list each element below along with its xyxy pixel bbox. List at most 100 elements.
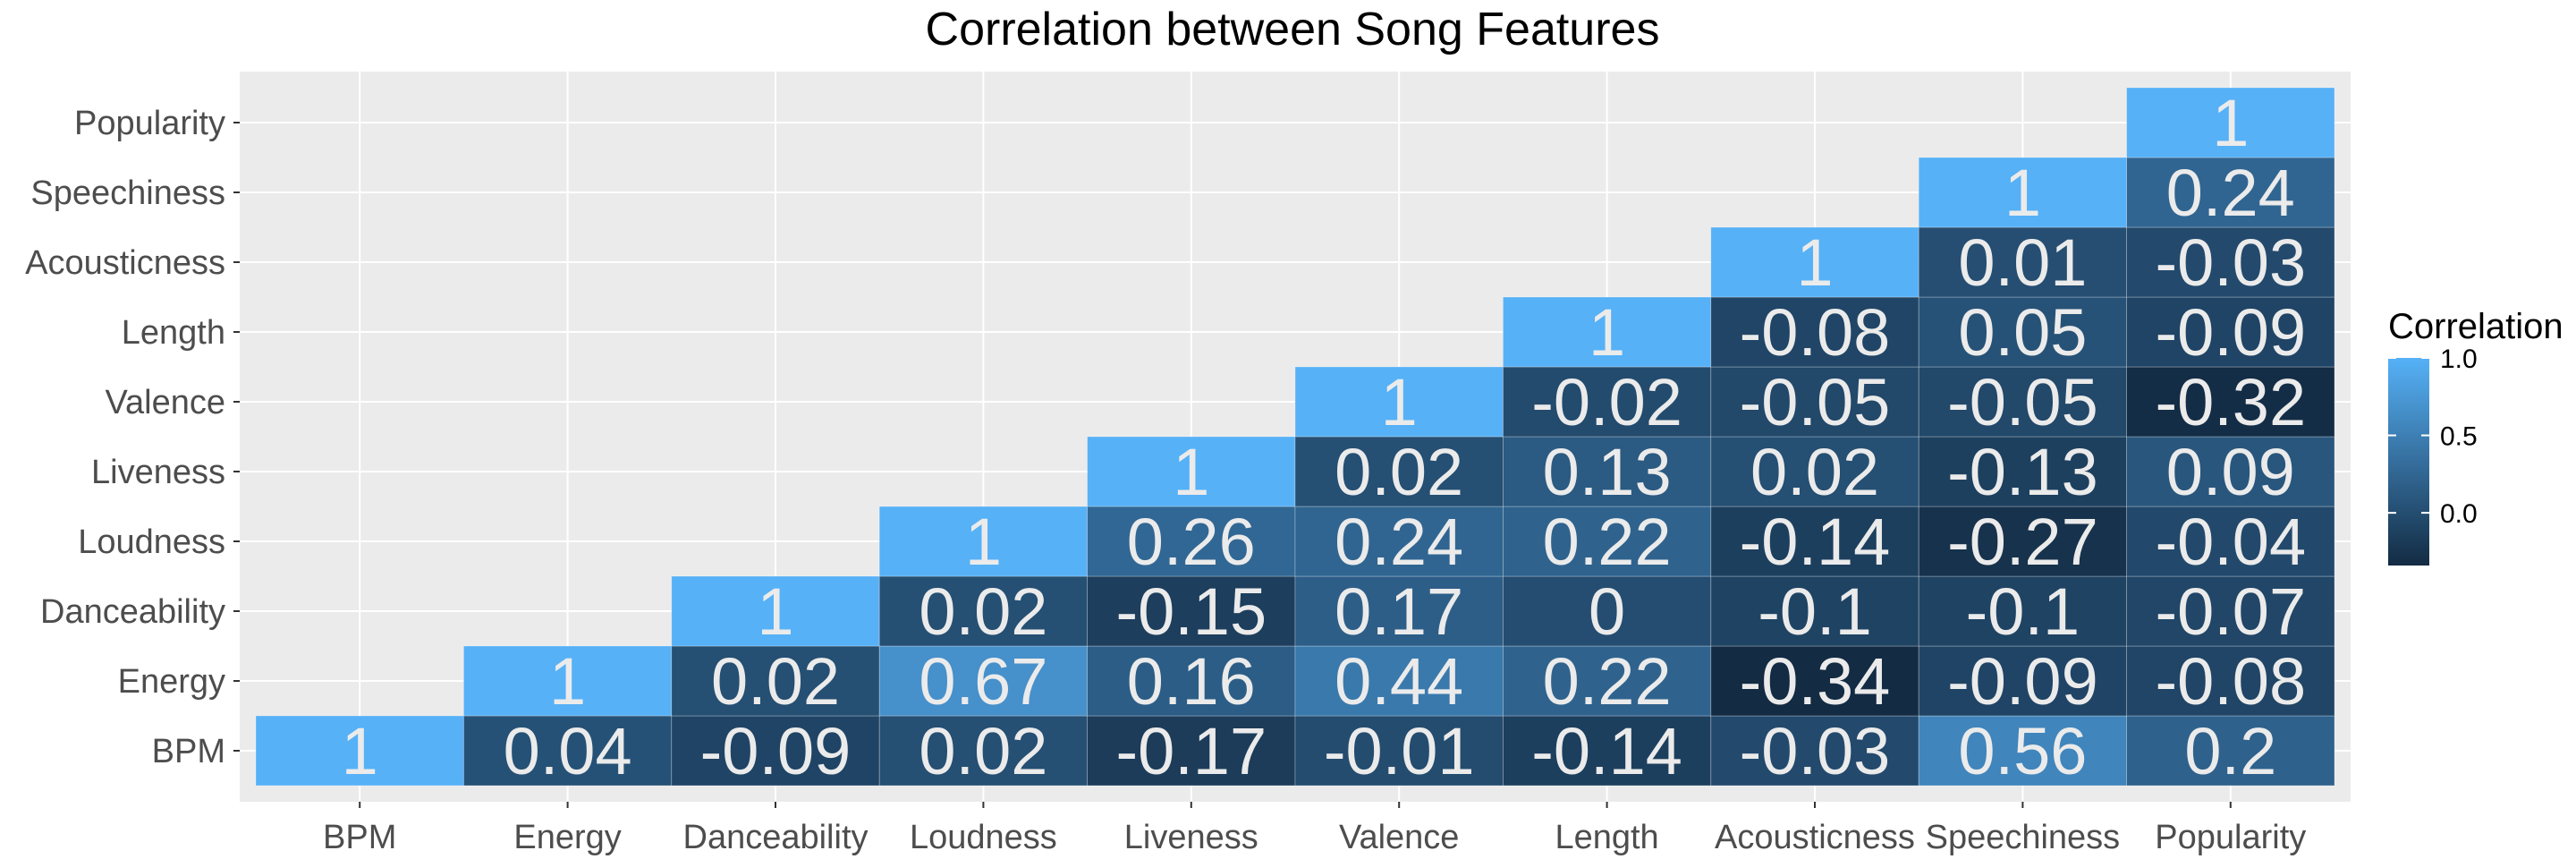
cell-value-label: 1 [1796, 225, 1833, 300]
heatmap-cells [255, 87, 2335, 787]
heatmap-cell [1918, 506, 2127, 577]
heatmap-cell [1710, 715, 1919, 787]
cell-value-label: -0.32 [2155, 365, 2306, 439]
legend-colorbar [2388, 358, 2429, 566]
heatmap-cell [1918, 436, 2127, 507]
heatmap-cell [463, 715, 673, 787]
heatmap-cell [1918, 157, 2127, 228]
cell-value-label: 1 [549, 644, 586, 719]
heatmap-cell [1087, 575, 1296, 647]
heatmap-cell [1294, 436, 1504, 507]
cell-value-label: 1 [2212, 86, 2249, 160]
x-tick-label: Energy [513, 819, 621, 856]
cell-value-label: 0.02 [1335, 435, 1463, 509]
cell-value-label: -0.08 [1740, 295, 1891, 370]
cell-value-label: 0.16 [1127, 644, 1256, 719]
cell-value-label: 1 [1381, 365, 1418, 439]
cell-value-label: -0.34 [1740, 644, 1891, 719]
cell-value-label: 0.22 [1543, 505, 1672, 579]
cell-value-label: -0.04 [2155, 505, 2306, 579]
heatmap-cell [1710, 226, 1919, 298]
cell-value-label: -0.03 [1740, 714, 1891, 788]
cell-value-label: -0.27 [1947, 505, 2098, 579]
x-tick-label: Acousticness [1715, 819, 1915, 856]
x-tick-label: Valence [1339, 819, 1460, 856]
heatmap-cell [255, 715, 464, 787]
cell-value-label: 0.24 [1335, 505, 1463, 579]
legend-ticks: 1.0 0.5 0.0 [2388, 344, 2478, 529]
legend: Correlation 1.0 0.5 0.0 [2388, 307, 2563, 566]
cell-value-label: -0.08 [2155, 644, 2306, 719]
cell-value-label: 0.02 [1750, 435, 1879, 509]
heatmap-cell [1710, 366, 1919, 438]
chart-title: Correlation between Song Features [926, 4, 1660, 55]
y-tick-label: Loudness [78, 523, 225, 561]
heatmap-cell [1087, 436, 1296, 507]
heatmap-cell [1503, 366, 1712, 438]
heatmap-cell [1087, 715, 1296, 787]
heatmap-cell [1294, 506, 1504, 577]
legend-tick-label: 0.0 [2440, 499, 2478, 529]
y-tick-label: Length [122, 314, 225, 352]
heatmap-cell [1710, 645, 1919, 717]
cell-value-label: 0 [1589, 574, 1625, 649]
heatmap-cell [1294, 575, 1504, 647]
heatmap-cell [671, 715, 880, 787]
heatmap-cell [2126, 296, 2335, 368]
heatmap-cell [463, 645, 673, 717]
heatmap-cell [2126, 575, 2335, 647]
heatmap-cell [878, 715, 1089, 787]
x-tick-label: BPM [323, 819, 396, 856]
cell-value-label: 0.17 [1335, 574, 1463, 649]
cell-value-label: 0.26 [1127, 505, 1256, 579]
heatmap-cell [1710, 506, 1919, 577]
heatmap-cell [1294, 715, 1504, 787]
heatmap-cell [2126, 157, 2335, 228]
heatmap-cell [671, 575, 880, 647]
heatmap-cell [1918, 296, 2127, 368]
heatmap-cell [1503, 715, 1712, 787]
heatmap-cell [878, 645, 1089, 717]
y-tick-label: Valence [105, 384, 225, 421]
heatmap-cell [1503, 506, 1712, 577]
legend-title: Correlation [2388, 307, 2563, 346]
y-tick-label: Liveness [91, 454, 225, 491]
cell-value-label: 0.67 [919, 644, 1047, 719]
cell-value-label: 0.02 [711, 644, 840, 719]
cell-value-label: -0.09 [1947, 644, 2098, 719]
heatmap-cell [1087, 645, 1296, 717]
x-tick-label: Speechiness [1926, 819, 2121, 856]
cell-value-label: 1 [2004, 156, 2041, 230]
y-tick-label: Danceability [40, 593, 225, 631]
y-tick-label: Speechiness [30, 174, 225, 212]
heatmap-cell [878, 575, 1089, 647]
cell-value-label: 1 [965, 505, 1002, 579]
heatmap-cell [2126, 715, 2335, 787]
y-tick-label: Energy [118, 663, 225, 701]
cell-value-label: 1 [342, 714, 378, 788]
x-tick-label: Danceability [683, 819, 869, 856]
cell-value-label: 1 [1589, 295, 1625, 370]
cell-value-label: -0.09 [700, 714, 852, 788]
y-tick-label: BPM [152, 733, 225, 770]
cell-value-label: 0.05 [1958, 295, 2087, 370]
cell-value-label: 0.09 [2166, 435, 2295, 509]
heatmap-cell [1503, 575, 1712, 647]
cell-value-label: 0.02 [919, 714, 1047, 788]
cell-value-label: 0.2 [2184, 714, 2276, 788]
cell-value-label: 0.13 [1543, 435, 1672, 509]
heatmap-cell [1710, 575, 1919, 647]
cell-value-label: -0.14 [1740, 505, 1891, 579]
cell-value-label: 1 [757, 574, 793, 649]
cell-value-label: 0.24 [2166, 156, 2295, 230]
heatmap-cell [1710, 436, 1919, 507]
cell-value-label: 1 [1173, 435, 1209, 509]
cell-value-label: -0.03 [2155, 225, 2306, 300]
x-axis: BPM Energy Danceability Loudness Liveness Val… [323, 802, 2306, 856]
x-tick-label: Loudness [910, 819, 1057, 856]
heatmap-cell [2126, 87, 2335, 158]
y-tick-label: Popularity [74, 105, 225, 142]
cell-value-label: -0.13 [1947, 435, 2098, 509]
heatmap-cell [2126, 366, 2335, 438]
